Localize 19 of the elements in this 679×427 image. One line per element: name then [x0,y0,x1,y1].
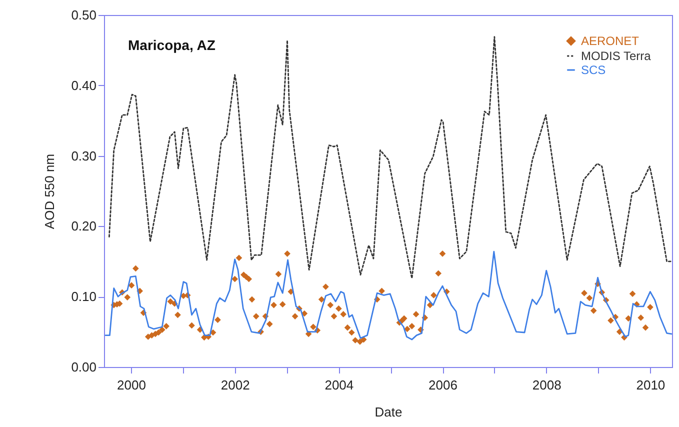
legend-label: AERONET [581,34,640,48]
x-tick-label: 2010 [636,378,666,392]
x-tick-label: 2000 [117,378,146,392]
y-tick-label: 0.40 [71,78,96,93]
x-tick-label: 2006 [428,378,458,392]
x-axis-title: Date [374,404,402,420]
x-tick-label: 2002 [220,378,250,392]
y-tick-label: 0.10 [71,289,96,304]
legend-label: MODIS Terra [581,49,652,63]
line-series [108,36,672,279]
y-axis-title: AOD 550 nm [42,154,58,230]
x-tick-label: 2008 [532,378,562,392]
y-tick-label: 0.20 [71,218,96,234]
legend-label: SCS [581,63,606,77]
x-tick-label: 2004 [324,378,354,392]
y-tick-label: 0.00 [71,360,96,374]
annotation: Maricopa, AZ [128,37,216,53]
y-tick-label: 0.30 [71,148,96,164]
y-tick-label: 0.50 [71,8,96,22]
